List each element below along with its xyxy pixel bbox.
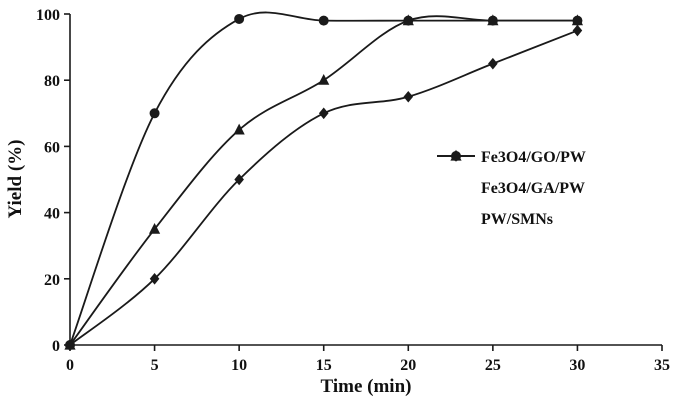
diamond-marker-icon: [451, 150, 461, 162]
x-tick-label: 5: [151, 357, 159, 374]
y-tick-label: 80: [44, 73, 60, 90]
x-axis-title: Time (min): [321, 376, 412, 397]
x-tick-label: 25: [485, 357, 501, 374]
triangle-marker-icon: [148, 222, 161, 234]
circle-marker-icon: [149, 108, 160, 119]
y-tick-label: 60: [44, 139, 60, 156]
diamond-marker-icon: [149, 273, 160, 285]
y-tick-label: 0: [52, 338, 60, 355]
triangle-marker-icon: [437, 149, 475, 196]
legend-label: PW/SMNs: [481, 211, 553, 228]
legend: Fe3O4/GO/PW Fe3O4/GA/PW PW/SMNs: [437, 149, 586, 229]
legend-label: Fe3O4/GO/PW: [481, 149, 586, 166]
triangle-marker-icon: [318, 74, 330, 85]
x-tick-label: 20: [400, 357, 416, 374]
y-tick-label: 40: [44, 206, 60, 223]
legend-item: Fe3O4/GA/PW: [437, 149, 586, 198]
diamond-marker-icon: [65, 339, 75, 351]
diamond-marker-icon: [318, 107, 329, 120]
x-tick-label: 10: [231, 357, 247, 374]
triangle-marker-icon: [571, 14, 584, 26]
triangle-marker-icon: [233, 123, 245, 135]
legend-swatch: [437, 150, 475, 162]
diamond-marker-icon: [403, 90, 414, 103]
diamond-marker-icon: [234, 173, 244, 186]
y-axis-title: Yield (%): [5, 140, 26, 219]
diamond-marker-icon: [437, 150, 475, 227]
legend-label: Fe3O4/GA/PW: [481, 180, 585, 197]
y-tick-label: 20: [44, 272, 60, 289]
diamond-marker-icon: [572, 24, 583, 37]
circle-marker-icon: [318, 15, 329, 26]
y-tick-label: 100: [36, 7, 60, 24]
triangle-marker-icon: [487, 14, 499, 26]
triangle-marker-icon: [402, 14, 414, 26]
circle-marker-icon: [234, 13, 245, 24]
legend-item: PW/SMNs: [437, 150, 586, 229]
x-tick-label: 15: [316, 357, 332, 374]
x-tick-label: 30: [569, 357, 585, 374]
diamond-marker-icon: [488, 57, 498, 70]
x-tick-label: 0: [66, 357, 74, 374]
x-tick-label: 35: [654, 357, 670, 374]
